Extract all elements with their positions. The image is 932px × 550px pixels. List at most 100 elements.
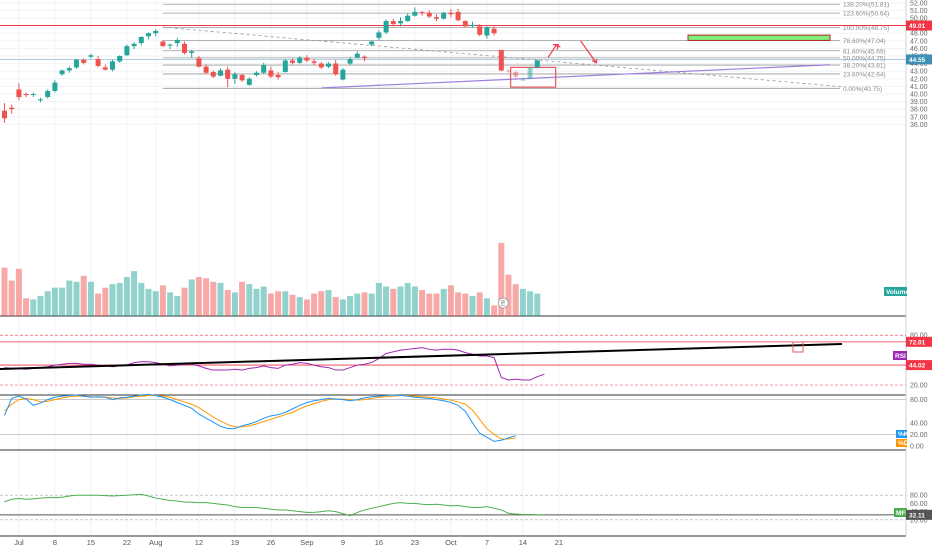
volume-bar xyxy=(210,281,217,316)
volume-bar xyxy=(527,291,534,316)
volume-bar xyxy=(361,292,368,316)
candle-body xyxy=(203,66,209,73)
candle-body xyxy=(254,72,259,75)
volume-bar xyxy=(512,284,519,316)
candle-body xyxy=(275,75,281,78)
rsi-value-tag-bg xyxy=(906,360,932,371)
stoch-tick-label: 0.00 xyxy=(910,444,924,451)
last-price-tag: 44.55 xyxy=(909,57,926,64)
volume-bar xyxy=(347,295,354,316)
grid xyxy=(0,0,905,536)
price-tick-label: 40.00 xyxy=(910,92,928,99)
earnings-marker xyxy=(497,297,509,309)
stoch-tick-label: 40.00 xyxy=(910,420,928,427)
time-tick-label: 16 xyxy=(375,538,383,547)
price-tick-label: 36.00 xyxy=(910,122,928,129)
candle-body xyxy=(491,28,497,34)
mfi-label: MFI xyxy=(896,510,907,517)
volume-bar xyxy=(462,293,469,316)
rsi-label: RSI xyxy=(895,353,906,360)
volume-bar xyxy=(332,297,339,316)
candle-body xyxy=(117,56,123,62)
target-zone xyxy=(687,34,831,41)
time-tick-label: 7 xyxy=(485,538,489,547)
fib-level-label: 123.60%(50.64) xyxy=(843,11,889,18)
volume-bar xyxy=(296,297,303,316)
volume-bar xyxy=(145,288,152,316)
rsi-label-bg xyxy=(893,351,907,360)
fibonacci-retracement[interactable]: 138.20%(51.81) 123.60%(50.64) 100.00%(48.7… xyxy=(162,2,889,93)
volume-bar xyxy=(15,268,22,316)
volume-label-bg xyxy=(884,287,907,296)
candle-body xyxy=(95,59,101,66)
volume-bar xyxy=(390,288,397,316)
time-axis[interactable]: Jul 8 15 22 Aug 12 19 26 Sep 9 16 23 Oct 7 14 21 xyxy=(14,538,563,547)
volume-bar xyxy=(253,288,260,316)
candle-body xyxy=(23,94,29,95)
pane-separators xyxy=(0,0,907,537)
volume-bar xyxy=(282,291,289,316)
volume-bar xyxy=(325,290,332,316)
volume-bar xyxy=(131,271,138,316)
volume-bar xyxy=(404,282,411,316)
volume-label: Volume xyxy=(886,289,909,296)
candle-body xyxy=(16,89,22,98)
rsi-value-tag: 44.02 xyxy=(909,363,926,370)
volume-bar xyxy=(59,287,66,316)
earnings-marker-label: E xyxy=(501,301,506,308)
volume-bar xyxy=(174,295,181,316)
candle-body xyxy=(282,60,288,72)
candle-body xyxy=(124,46,130,56)
fib-level-label: 38.20%(43.81) xyxy=(843,63,886,70)
fib-level-label: 23.60%(42.64) xyxy=(843,71,886,78)
price-axis[interactable]: 36.0037.0038.0039.0040.0041.0042.0043.00… xyxy=(910,0,928,524)
candle-body xyxy=(484,27,490,36)
volume-bar xyxy=(519,288,526,316)
volume-bar xyxy=(267,293,274,316)
candle-body xyxy=(383,21,389,33)
fib-level-label: 0.00%(40.75) xyxy=(843,86,882,93)
volume-bar xyxy=(411,286,418,316)
level-49-tag-bg xyxy=(906,20,932,31)
candle-body xyxy=(340,69,346,80)
price-tick-label: 51.00 xyxy=(910,8,928,15)
rsi-upper-tag: 72.01 xyxy=(909,339,926,346)
candle-body xyxy=(297,57,303,63)
volume-bar xyxy=(159,285,166,316)
rsi-tick-label: 80.00 xyxy=(910,333,928,340)
volume-bar xyxy=(152,291,159,316)
mfi-tick-label: 60.00 xyxy=(910,501,928,508)
candle-body xyxy=(246,78,252,85)
time-tick-label: 12 xyxy=(195,538,203,547)
time-tick-label: 19 xyxy=(231,538,239,547)
price-tick-label: 37.00 xyxy=(910,114,928,121)
stoch-tick-label: 20.00 xyxy=(910,432,928,439)
volume-bar xyxy=(224,290,231,316)
candle-body xyxy=(434,17,439,19)
volume-bar xyxy=(491,305,498,316)
drawings[interactable] xyxy=(0,25,906,89)
candle-body xyxy=(239,75,245,81)
candle-body xyxy=(470,24,475,26)
time-tick-label: 15 xyxy=(87,538,95,547)
candle-body xyxy=(527,67,533,79)
candle-body xyxy=(506,70,511,72)
candle-body xyxy=(448,12,454,15)
candle-body xyxy=(52,82,58,91)
mfi-label-bg xyxy=(894,508,907,517)
volume-bar xyxy=(483,298,490,316)
volume-bar xyxy=(87,281,94,316)
price-tick-label: 46.00 xyxy=(910,46,928,53)
price-tick-label: 47.00 xyxy=(910,38,928,45)
ascending-trendline xyxy=(321,64,831,89)
candle-body xyxy=(81,59,87,63)
rsi-tick-label: 20.00 xyxy=(910,383,928,390)
volume-bar xyxy=(95,293,102,316)
time-tick-label: Jul xyxy=(14,538,24,547)
stoch-k-line xyxy=(4,393,516,442)
rsi-line xyxy=(4,347,545,381)
volume-bar xyxy=(455,292,462,316)
candle-body xyxy=(498,49,504,71)
